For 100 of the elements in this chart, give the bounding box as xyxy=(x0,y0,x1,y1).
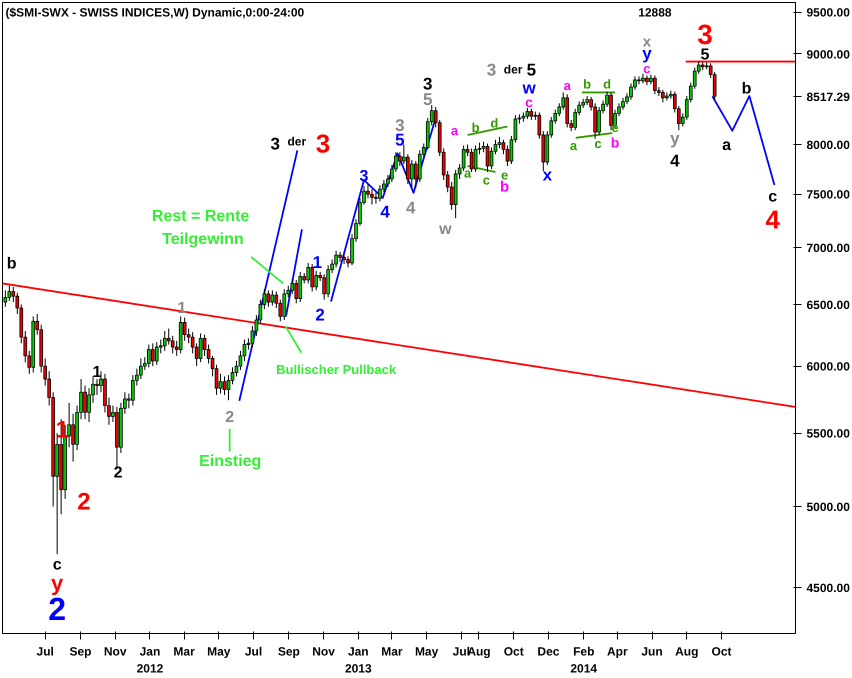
annotation: 2 xyxy=(114,464,123,482)
annotation: a xyxy=(570,138,578,153)
x-tick-label: Dec xyxy=(537,644,560,658)
annotation: 3 xyxy=(270,134,280,154)
x-tick-label: Jun xyxy=(641,644,663,658)
candlestick xyxy=(270,290,274,306)
candlestick xyxy=(146,344,151,368)
candlestick xyxy=(398,152,402,166)
annotation: 2 xyxy=(225,408,234,426)
annotation: der xyxy=(504,62,523,76)
annotation: d xyxy=(603,76,612,92)
annotation: a xyxy=(450,123,459,138)
annotation: Einstieg xyxy=(199,452,262,470)
x-tick-label: May xyxy=(207,644,231,658)
x-tick-label: Jan 2012 xyxy=(136,644,164,676)
candlestick xyxy=(530,108,534,120)
annotation: 2 xyxy=(77,488,91,516)
candlestick xyxy=(83,385,87,420)
x-tick-label: Sep xyxy=(69,644,92,658)
candlestick xyxy=(334,250,338,268)
x-tick-label: May xyxy=(414,644,439,658)
candlestick xyxy=(282,288,286,321)
candlestick xyxy=(645,75,649,86)
x-tick-label: Oct xyxy=(711,644,732,658)
y-tick-label: 4500.00 xyxy=(806,581,850,596)
x-tick-label: Oct xyxy=(504,644,524,658)
candlestick xyxy=(410,160,414,189)
candlestick xyxy=(198,332,202,363)
candlestick xyxy=(342,254,346,265)
x-tick-label: Jul xyxy=(244,644,262,658)
candlestick xyxy=(585,96,589,106)
candlestick xyxy=(294,279,298,304)
annotation: a xyxy=(722,136,732,154)
annotation: 1 xyxy=(92,364,102,382)
annotation: 12888 xyxy=(638,6,672,20)
candlestick xyxy=(338,251,342,262)
candlestick xyxy=(154,342,159,366)
x-tick-label: Sep xyxy=(278,644,300,658)
annotation: 3 xyxy=(486,60,496,80)
annotation: 3 xyxy=(316,128,330,159)
y-tick-label: 8517.29 xyxy=(806,90,850,104)
y-tick-label: 5000.00 xyxy=(806,500,850,514)
candlestick xyxy=(470,148,474,172)
candlestick xyxy=(462,144,466,172)
annotation: c xyxy=(52,556,62,574)
candlestick xyxy=(310,264,314,292)
candlestick xyxy=(653,75,657,95)
y-tick-label: 7000.00 xyxy=(806,240,850,255)
y-tick-label: 7500.00 xyxy=(806,188,850,202)
candlestick xyxy=(150,342,155,367)
candlestick xyxy=(314,270,318,291)
candlestick xyxy=(322,274,326,300)
x-tick-label: Feb 2014 xyxy=(570,644,598,676)
candlestick xyxy=(522,112,526,122)
x-tick-label: Jan 2013 xyxy=(344,644,372,676)
annotation: d xyxy=(490,115,498,130)
annotation: Rest = Rente xyxy=(152,208,250,226)
y-tick-label: 6000.00 xyxy=(806,360,850,374)
candlestick xyxy=(474,144,478,172)
annotation: c xyxy=(768,188,778,206)
candlestick xyxy=(661,89,665,103)
candlestick xyxy=(306,262,310,284)
annotation: w xyxy=(438,220,452,238)
annotation: 4 xyxy=(670,151,680,170)
y-tick-label: 9000.00 xyxy=(806,47,850,62)
candlestick xyxy=(95,378,99,396)
candlestick xyxy=(641,73,645,84)
y-tick-label: 6500.00 xyxy=(806,298,850,312)
x-tick-label: Apr xyxy=(606,644,628,658)
candlestick xyxy=(266,290,270,308)
candlestick xyxy=(526,107,530,120)
annotation: 4 xyxy=(766,204,780,234)
annotation: a xyxy=(464,166,472,181)
candlestick xyxy=(298,271,302,303)
annotation: x xyxy=(642,33,652,50)
annotation: 4 xyxy=(380,202,390,222)
annotation: c xyxy=(482,172,490,188)
candlestick xyxy=(486,143,490,172)
annotation: a xyxy=(564,78,572,93)
candlestick xyxy=(162,330,167,352)
candlestick xyxy=(222,376,226,396)
x-tick-label: Nov xyxy=(312,644,336,658)
annotation: b xyxy=(6,256,17,273)
annotation: der xyxy=(287,134,306,149)
annotation: b xyxy=(610,134,620,151)
annotation: c xyxy=(594,136,602,152)
annotation: b xyxy=(742,80,752,98)
annotation: x xyxy=(542,166,553,185)
candlestick xyxy=(71,413,75,462)
y-tick-label: 8000.00 xyxy=(806,138,850,152)
x-tick-label: Aug xyxy=(675,644,698,658)
y-tick-label: 5500.00 xyxy=(806,426,850,441)
annotation: Bullischer Pullback xyxy=(276,362,397,378)
annotation: 2 xyxy=(315,305,325,324)
x-tick-label: Jul xyxy=(36,644,54,658)
chart-title: ($SMI-SWX - SWISS INDICES,W) Dynamic,0:00-24:00 xyxy=(6,6,305,20)
annotation: y xyxy=(670,128,680,148)
annotation: 4 xyxy=(406,198,416,218)
annotation: b xyxy=(472,120,480,136)
annotation: 5 xyxy=(526,60,536,80)
